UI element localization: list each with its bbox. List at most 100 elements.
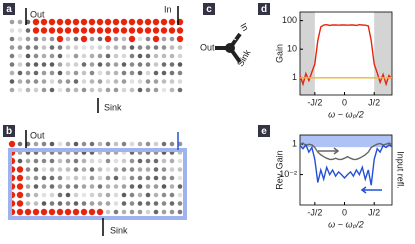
site: [33, 158, 39, 164]
site: [169, 175, 175, 181]
panel-box: [258, 3, 270, 15]
panel-box: [258, 125, 270, 137]
site: [65, 36, 71, 42]
site: [57, 141, 63, 147]
site: [73, 36, 79, 42]
site: [97, 87, 103, 93]
arrow: [318, 147, 340, 155]
site: [73, 201, 79, 206]
site: [137, 167, 143, 172]
site: [40, 208, 48, 216]
site: [104, 27, 112, 34]
site: [177, 201, 183, 206]
site: [81, 62, 87, 67]
site: [89, 175, 95, 181]
site: [81, 87, 87, 93]
site: [65, 70, 71, 76]
site: [152, 35, 160, 43]
site: [9, 79, 15, 84]
site: [17, 141, 23, 147]
site: [137, 62, 143, 67]
site: [105, 87, 111, 93]
site: [177, 87, 183, 93]
site: [105, 167, 111, 172]
site: [49, 70, 55, 76]
site: [97, 79, 103, 84]
x-tick-label: J/2: [368, 97, 380, 107]
site: [161, 184, 167, 189]
site: [48, 208, 56, 216]
site: [153, 79, 159, 84]
site: [57, 70, 63, 76]
plot-frame: [299, 11, 393, 96]
site: [145, 184, 151, 189]
site: [161, 175, 167, 181]
y-axis-label: Gain: [274, 44, 284, 63]
site: [49, 158, 55, 164]
site: [65, 184, 71, 189]
site: [57, 201, 63, 206]
site: [57, 87, 63, 93]
site: [89, 141, 95, 147]
site: [113, 201, 119, 206]
x-tick-label: 0: [342, 207, 347, 217]
panel-box: [3, 3, 15, 15]
site: [121, 209, 127, 215]
site: [97, 36, 103, 42]
site: [49, 36, 55, 42]
lattices: [8, 18, 184, 216]
site: [168, 18, 176, 26]
site: [129, 192, 135, 198]
site: [57, 158, 63, 164]
site: [65, 87, 71, 93]
site: [97, 53, 103, 59]
plot-frame: [299, 134, 393, 206]
site: [17, 53, 23, 59]
port-label: Sink: [110, 225, 128, 235]
site: [80, 27, 88, 34]
site: [129, 175, 135, 181]
site: [81, 70, 87, 76]
site: [97, 184, 103, 189]
site: [17, 70, 23, 76]
site: [145, 167, 151, 172]
site: [153, 45, 159, 50]
site: [73, 45, 79, 50]
x-tick-label: -J/2: [307, 97, 322, 107]
site: [176, 35, 184, 43]
site: [169, 53, 175, 59]
site: [33, 167, 39, 172]
site: [120, 18, 128, 26]
site: [169, 79, 175, 84]
site: [65, 175, 71, 181]
site: [9, 36, 15, 42]
site: [41, 201, 47, 206]
site: [153, 141, 159, 147]
site: [153, 62, 159, 67]
site: [56, 208, 64, 216]
site: [161, 36, 167, 42]
site: [113, 70, 119, 76]
site: [49, 201, 55, 206]
panel-box: [3, 125, 15, 137]
site: [73, 53, 79, 59]
site: [89, 192, 95, 198]
site: [80, 35, 88, 43]
site: [81, 201, 87, 206]
site: [65, 158, 71, 164]
site: [48, 27, 56, 34]
site: [177, 192, 183, 198]
site: [129, 70, 135, 76]
site: [161, 201, 167, 206]
site: [96, 208, 104, 216]
site: [65, 192, 71, 198]
site: [145, 87, 151, 93]
site: [9, 87, 15, 93]
site: [41, 141, 47, 147]
site: [41, 184, 47, 189]
site: [73, 62, 79, 67]
site: [25, 192, 31, 198]
site: [161, 45, 167, 50]
site: [25, 79, 31, 84]
site: [73, 167, 79, 172]
